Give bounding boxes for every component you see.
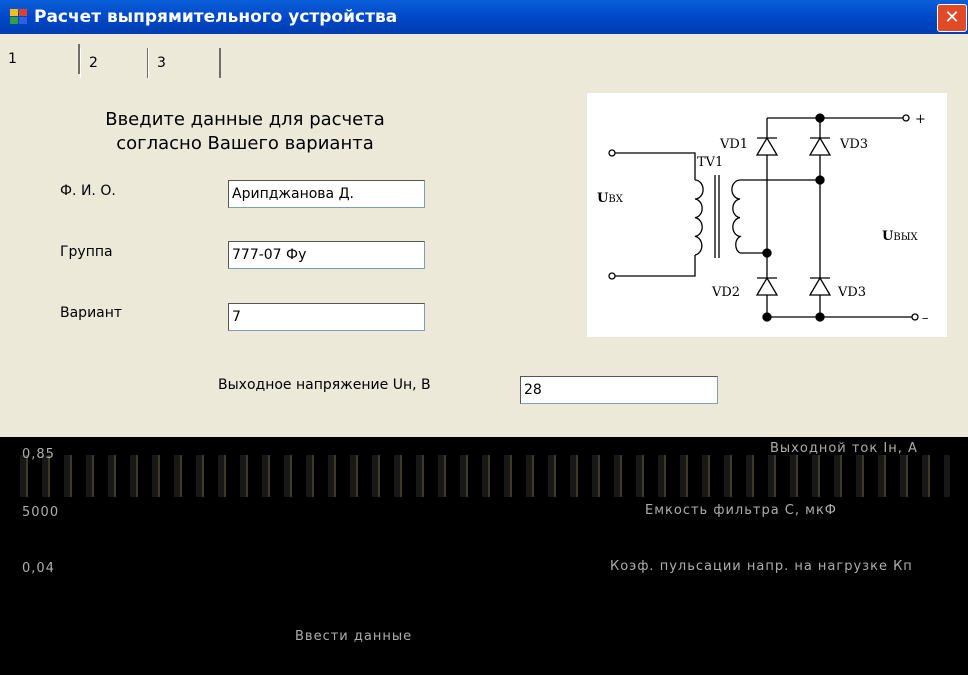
tab[interactable]: 3 — [148, 48, 221, 78]
diagram-label: UВЫХ — [882, 229, 919, 244]
text-input[interactable]: Арипджанова Д. — [228, 180, 425, 208]
diagram-label: VD3 — [839, 137, 868, 152]
field-label: Вариант — [60, 305, 122, 321]
diagram-label: ВЫХ — [893, 232, 918, 243]
app-icon — [10, 9, 28, 25]
window: Расчет выпрямительного устройства ✕ 1 2 … — [0, 0, 968, 675]
title-bar: Расчет выпрямительного устройства — [0, 0, 968, 34]
garbled-label: Выходной ток Iн, А — [770, 441, 918, 456]
field-label: Выходное напряжение Uн, В — [218, 377, 431, 393]
diagram-label: VD3 — [837, 285, 866, 300]
heading-line: согласно Вашего варианта — [50, 132, 440, 156]
diagram-label: – — [922, 311, 929, 326]
circuit-diagram: VD1 VD3 TV1 UBX UВЫХ VD2 VD3 + – — [587, 93, 947, 337]
diagram-label: + — [915, 112, 926, 127]
corrupted-area: 0,85 5000 0,04 Выходной ток Iн, А Емкост… — [0, 437, 968, 675]
garbled-label: Емкость фильтра С, мкФ — [645, 503, 837, 518]
field-label: Группа — [60, 244, 113, 260]
tab[interactable]: 2 — [80, 48, 149, 78]
diagram-label: U — [882, 229, 894, 244]
heading-line: Введите данные для расчета — [50, 108, 440, 132]
close-button[interactable]: ✕ — [937, 4, 967, 32]
text-input[interactable]: 777-07 Фу — [228, 241, 425, 269]
text-input[interactable]: 28 — [520, 376, 718, 404]
diagram-label: TV1 — [697, 155, 723, 170]
diagram-label: VD1 — [719, 137, 748, 152]
text-input[interactable]: 7 — [228, 303, 425, 331]
field-label: Ф. И. О. — [60, 183, 116, 199]
window-title: Расчет выпрямительного устройства — [34, 0, 397, 34]
garbled-button[interactable]: Ввести данные — [295, 629, 412, 644]
diagram-label: U — [597, 191, 609, 206]
garbled-value: 0,85 — [22, 447, 55, 462]
garbled-value: 5000 — [22, 505, 59, 520]
diagram-label: VD2 — [711, 285, 740, 300]
diagram-label: BX — [608, 194, 623, 205]
tab[interactable]: 1 — [0, 44, 80, 74]
garbled-value: 0,04 — [22, 561, 55, 576]
render-artifact — [20, 455, 950, 497]
diagram-label: UBX — [597, 191, 624, 206]
garbled-label: Коэф. пульсации напр. на нагрузке Кп — [610, 559, 913, 574]
